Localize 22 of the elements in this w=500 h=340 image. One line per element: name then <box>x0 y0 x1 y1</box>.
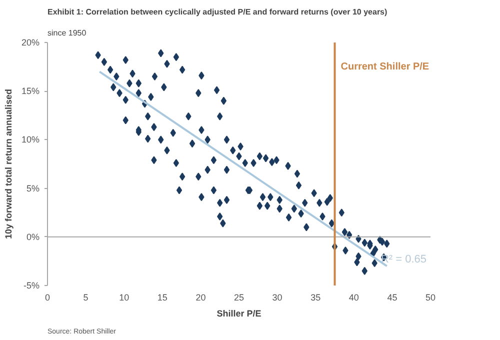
chart-subtitle: since 1950 <box>48 28 87 38</box>
x-axis-title: Shiller P/E <box>216 308 262 318</box>
chart-title: Exhibit 1: Correlation between cyclically adjusted P/E and forward returns (over 10 years) <box>48 8 388 16</box>
x-tick-label: 40 <box>348 292 359 302</box>
y-tick-label: 15% <box>21 86 40 96</box>
x-tick-label: 45 <box>387 292 398 302</box>
x-tick-label: 35 <box>310 292 321 302</box>
y-tick-label: 20% <box>21 38 40 48</box>
ref-line-label: Current Shiller P/E <box>340 62 430 72</box>
y-tick-label: 0% <box>26 232 40 242</box>
x-tick-label: 50 <box>425 292 436 302</box>
x-tick-label: 15 <box>157 292 168 302</box>
y-tick-label: -5% <box>23 280 40 290</box>
x-tick-label: 25 <box>234 292 244 302</box>
y-tick-label: 5% <box>26 183 40 194</box>
x-tick-label: 30 <box>272 292 282 302</box>
y-tick-label: 10% <box>21 134 40 145</box>
x-tick-label: 10 <box>119 292 130 302</box>
x-tick-label: 0 <box>44 292 50 302</box>
x-tick-label: 5 <box>83 292 88 302</box>
y-axis-title: 10y forward total return annualised <box>3 88 14 240</box>
x-tick-label: 20 <box>196 292 206 302</box>
